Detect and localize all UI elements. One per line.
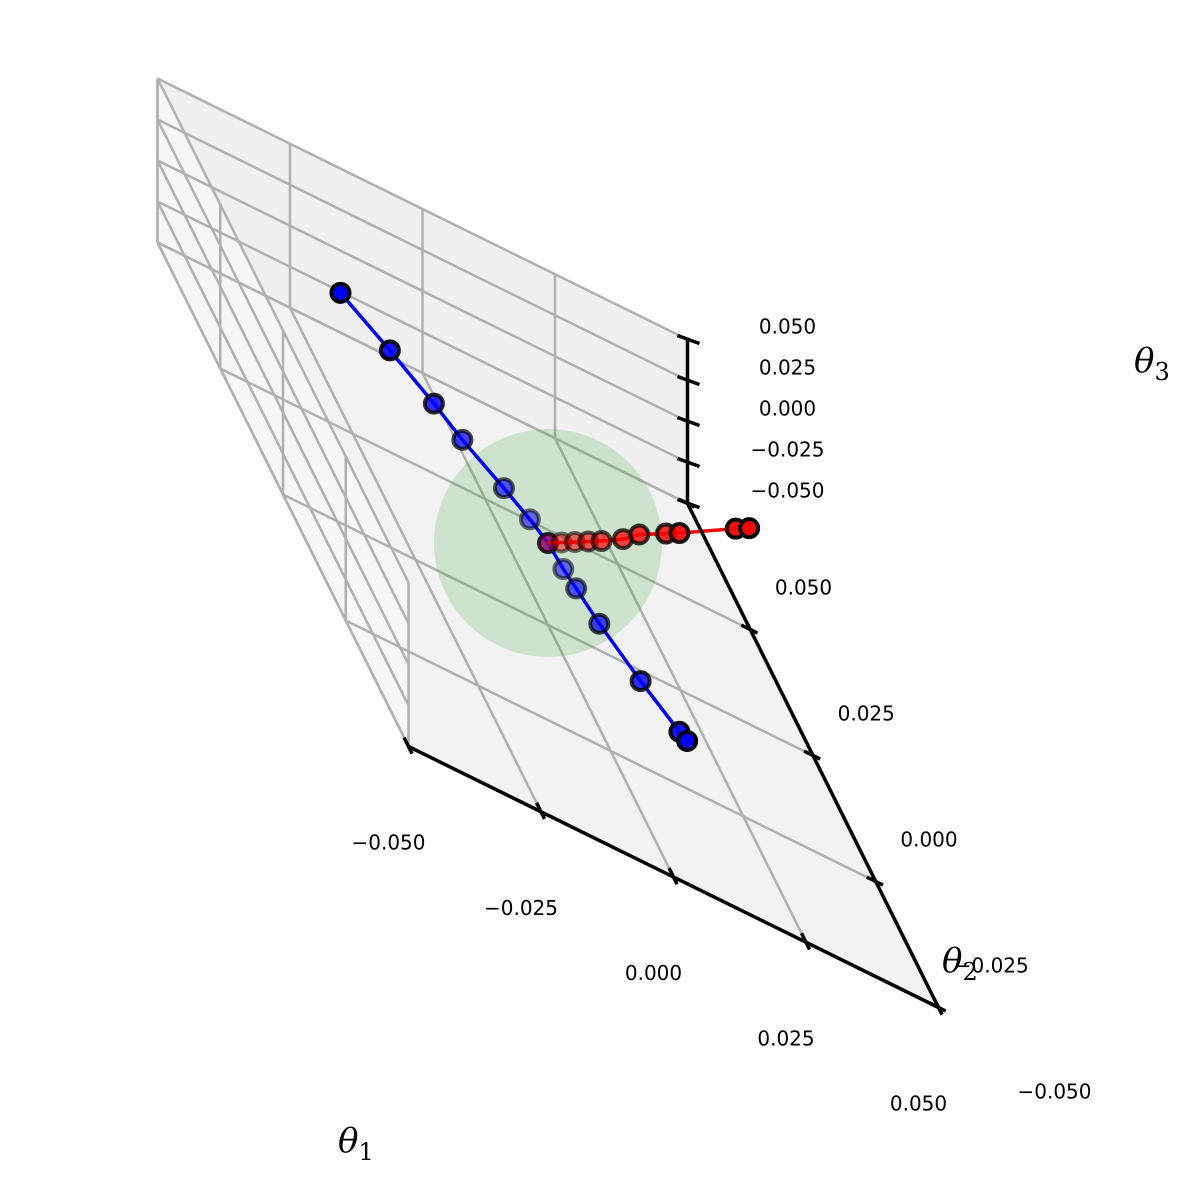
x-axis-label: θ1 [338, 1121, 374, 1166]
x-tick-label: −0.025 [484, 896, 558, 920]
series-0-a-point [422, 392, 445, 415]
series-1-point [628, 523, 651, 546]
z-tick-label: 0.000 [759, 397, 816, 421]
z-tick [676, 456, 701, 469]
z-axis-label: θ3 [1134, 341, 1170, 386]
y-tick-label: 0.050 [775, 576, 832, 600]
y-tick-label: −0.050 [1017, 1080, 1091, 1104]
x-tick-label: 0.050 [890, 1092, 947, 1116]
y-tick-label: −0.025 [955, 954, 1029, 978]
grid-back-z [156, 159, 689, 423]
series-0-b-point [629, 670, 652, 693]
x-tick [667, 867, 679, 885]
grid-floor-y [282, 493, 814, 757]
x-tick [534, 802, 547, 820]
y-tick-label: 0.025 [838, 702, 895, 726]
ticks: −0.050 −0.025 0.000 0.025 0.050 −0.050 −0.025 0… [351, 315, 1091, 1116]
series-0-b-point [552, 558, 575, 581]
z-tick-label: 0.025 [759, 356, 816, 380]
grid-left-z [156, 241, 410, 748]
series-0-a-point [451, 428, 474, 451]
z-tick [676, 415, 701, 428]
z-tick [676, 374, 701, 387]
grid-left-z [156, 200, 410, 707]
z-tick-label: −0.050 [750, 479, 824, 503]
y-tick [740, 623, 759, 635]
x-tick-label: 0.000 [625, 961, 682, 985]
series-1-point [590, 530, 613, 553]
x-tick-label: 0.025 [757, 1026, 814, 1050]
x-tick [799, 932, 812, 951]
x-tick [402, 736, 414, 755]
grid-floor-y [219, 367, 751, 631]
series-0-b-point [565, 577, 588, 600]
grid-left-z [156, 118, 410, 625]
series-1-point [738, 517, 761, 540]
grid-left-z [156, 77, 410, 584]
grid-back-z [156, 77, 689, 341]
series-0-b-point [676, 730, 699, 753]
z-tick [676, 497, 701, 510]
z-tick-label: −0.025 [750, 438, 824, 462]
grid-back-z [156, 241, 689, 505]
z-tick-label: 0.050 [759, 315, 816, 339]
y-tick-label: 0.000 [900, 828, 957, 852]
y-tick [866, 875, 884, 887]
series-0-a-point [329, 281, 352, 304]
series-0-a-point [518, 508, 541, 531]
grid-left-z [156, 159, 410, 666]
series-0-a-point [492, 477, 515, 500]
x-tick-label: −0.050 [351, 831, 425, 855]
z-tick [676, 333, 701, 346]
y-axis-label: θ2 [942, 941, 978, 986]
y-tick [928, 1001, 947, 1013]
series-layer [329, 281, 761, 753]
grid-floor-y [345, 619, 877, 883]
y-tick [803, 749, 821, 761]
grid-back-z [156, 118, 689, 382]
grid-back-z [156, 200, 689, 464]
series-0-b-point [588, 612, 611, 635]
series-0-a-point [378, 339, 401, 362]
series-1-point [668, 522, 691, 545]
